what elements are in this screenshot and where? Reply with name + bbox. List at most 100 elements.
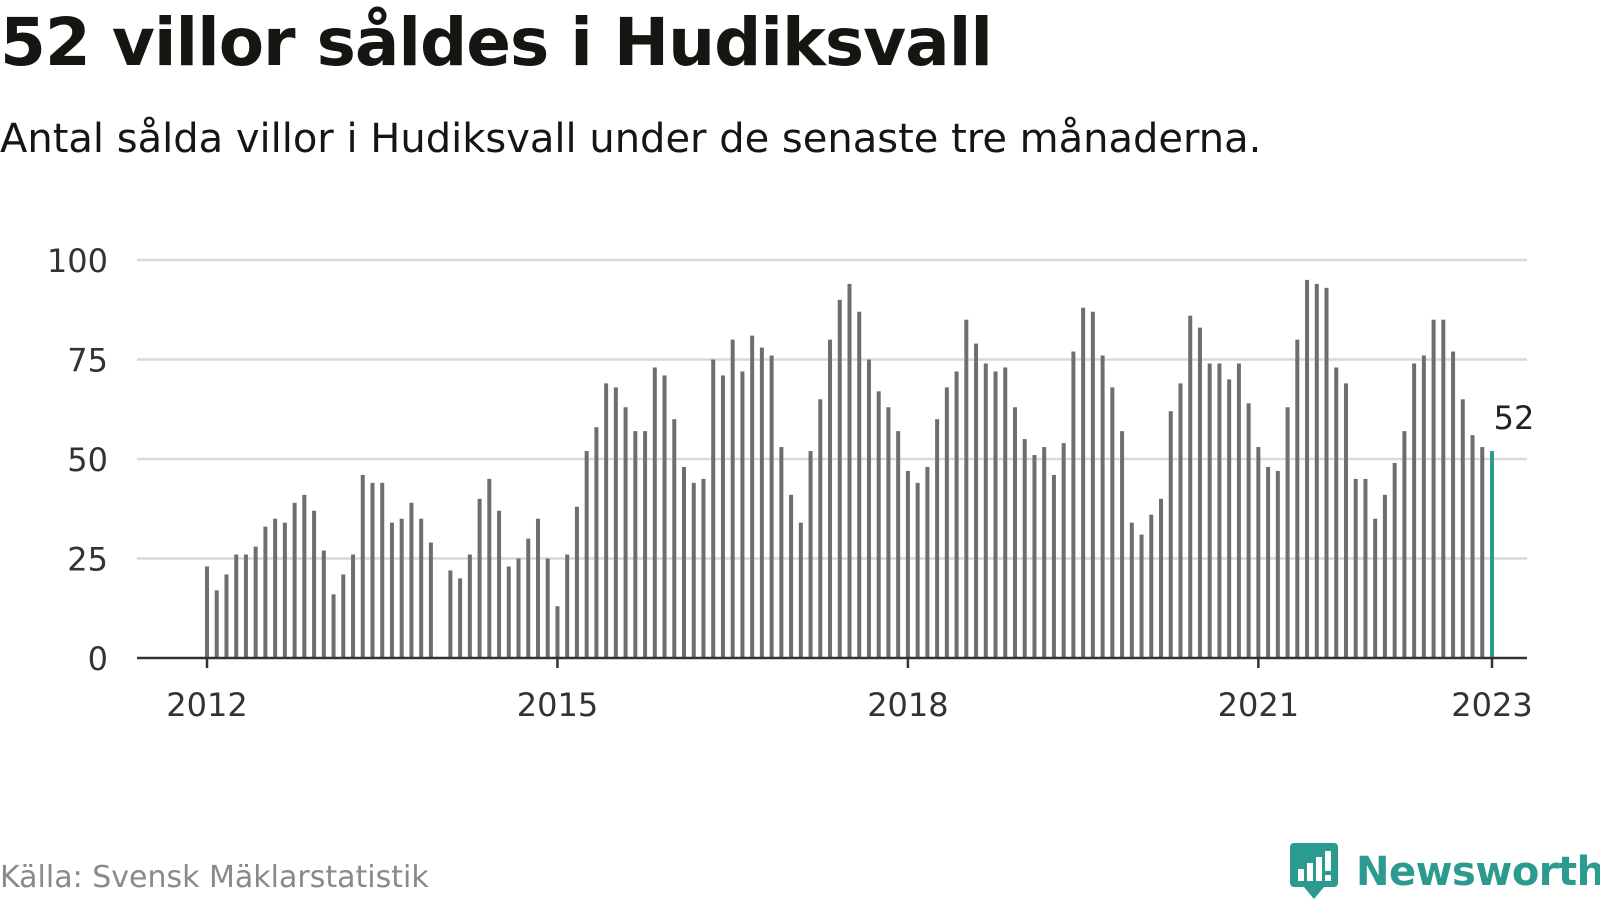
bar	[1081, 307, 1086, 658]
bar	[896, 431, 901, 658]
bar	[925, 466, 930, 658]
brand-logo: Newsworthy	[1290, 843, 1600, 901]
x-tick-label-2012: 2012	[166, 686, 247, 724]
chart-title: 52 villor såldes i Hudiksvall	[0, 4, 993, 81]
bar	[1334, 367, 1339, 658]
bar	[1207, 363, 1212, 658]
bar	[1431, 319, 1436, 658]
bar	[1168, 411, 1173, 658]
bar	[993, 371, 998, 658]
bar	[682, 466, 687, 658]
bar	[419, 518, 424, 658]
bar	[935, 419, 940, 658]
bar	[380, 482, 385, 658]
bar	[321, 550, 326, 658]
bar	[273, 518, 278, 658]
source-note: Källa: Svensk Mäklarstatistik	[0, 860, 429, 895]
bar	[857, 311, 862, 658]
bar	[730, 339, 735, 658]
bar	[1480, 447, 1485, 658]
bars	[205, 279, 1494, 658]
brand-name: Newsworthy	[1356, 849, 1600, 895]
y-tick-label-75: 75	[67, 342, 108, 380]
bar	[331, 594, 336, 658]
bar	[253, 546, 258, 658]
bar	[1139, 534, 1144, 658]
bar	[905, 470, 910, 658]
bar	[915, 482, 920, 658]
x-tick-label-2023: 2023	[1451, 686, 1532, 724]
bar	[876, 391, 881, 658]
bar	[292, 502, 297, 658]
bar	[1188, 315, 1193, 658]
bar	[954, 371, 959, 658]
bar	[1441, 319, 1446, 658]
bar	[866, 359, 871, 658]
bar	[555, 606, 560, 658]
bar	[643, 431, 648, 658]
bar	[1129, 522, 1134, 658]
bar	[1100, 355, 1105, 658]
bar	[506, 566, 511, 658]
bar	[399, 518, 404, 658]
bar	[662, 375, 667, 658]
bar	[1382, 494, 1387, 658]
bar	[1003, 367, 1008, 658]
x-axis	[137, 656, 1527, 668]
bar	[701, 478, 706, 658]
bar	[1217, 363, 1222, 658]
bar	[1470, 435, 1475, 658]
bar	[428, 542, 433, 658]
bar	[1363, 478, 1368, 658]
bar	[847, 283, 852, 658]
bar	[360, 474, 365, 658]
bar	[964, 319, 969, 658]
bar	[477, 498, 482, 658]
bar	[818, 399, 823, 658]
bar	[1421, 355, 1426, 658]
bar	[886, 407, 891, 658]
bar	[1295, 339, 1300, 658]
bar	[1051, 474, 1056, 658]
bar	[720, 375, 725, 658]
bar	[214, 590, 219, 658]
bar	[409, 502, 414, 658]
bar	[1236, 363, 1241, 658]
highlight-value-label: 52	[1494, 399, 1535, 437]
y-tick-label-25: 25	[67, 541, 108, 579]
bar	[1353, 478, 1358, 658]
bar	[691, 482, 696, 658]
bar	[448, 570, 453, 658]
bar	[389, 522, 394, 658]
bar	[759, 347, 764, 658]
y-tick-label-50: 50	[67, 441, 108, 479]
bar	[798, 522, 803, 658]
bar	[1275, 470, 1280, 658]
bar	[1373, 518, 1378, 658]
y-axis-labels: 0 25 50 75 100	[47, 242, 108, 678]
bar	[1110, 387, 1115, 658]
x-axis-labels: 2012 2015 2018 2021 2023	[166, 686, 1532, 724]
bar	[750, 335, 755, 658]
bar	[487, 478, 492, 658]
bar	[282, 522, 287, 658]
bar	[1022, 439, 1027, 658]
bar	[1305, 279, 1310, 658]
bar	[1343, 383, 1348, 658]
bar	[1324, 287, 1329, 658]
bar	[1392, 462, 1397, 658]
x-tick-label-2021: 2021	[1218, 686, 1299, 724]
bar	[1120, 431, 1125, 658]
bar	[1227, 379, 1232, 658]
bar	[263, 526, 268, 658]
bar	[526, 538, 531, 658]
bar	[234, 554, 239, 658]
y-tick-label-0: 0	[88, 640, 108, 678]
bar	[672, 419, 677, 658]
bar	[370, 482, 375, 658]
bar	[458, 578, 463, 658]
bar	[1451, 351, 1456, 658]
bar	[1090, 311, 1095, 658]
bar	[974, 343, 979, 658]
x-tick-label-2015: 2015	[517, 686, 598, 724]
